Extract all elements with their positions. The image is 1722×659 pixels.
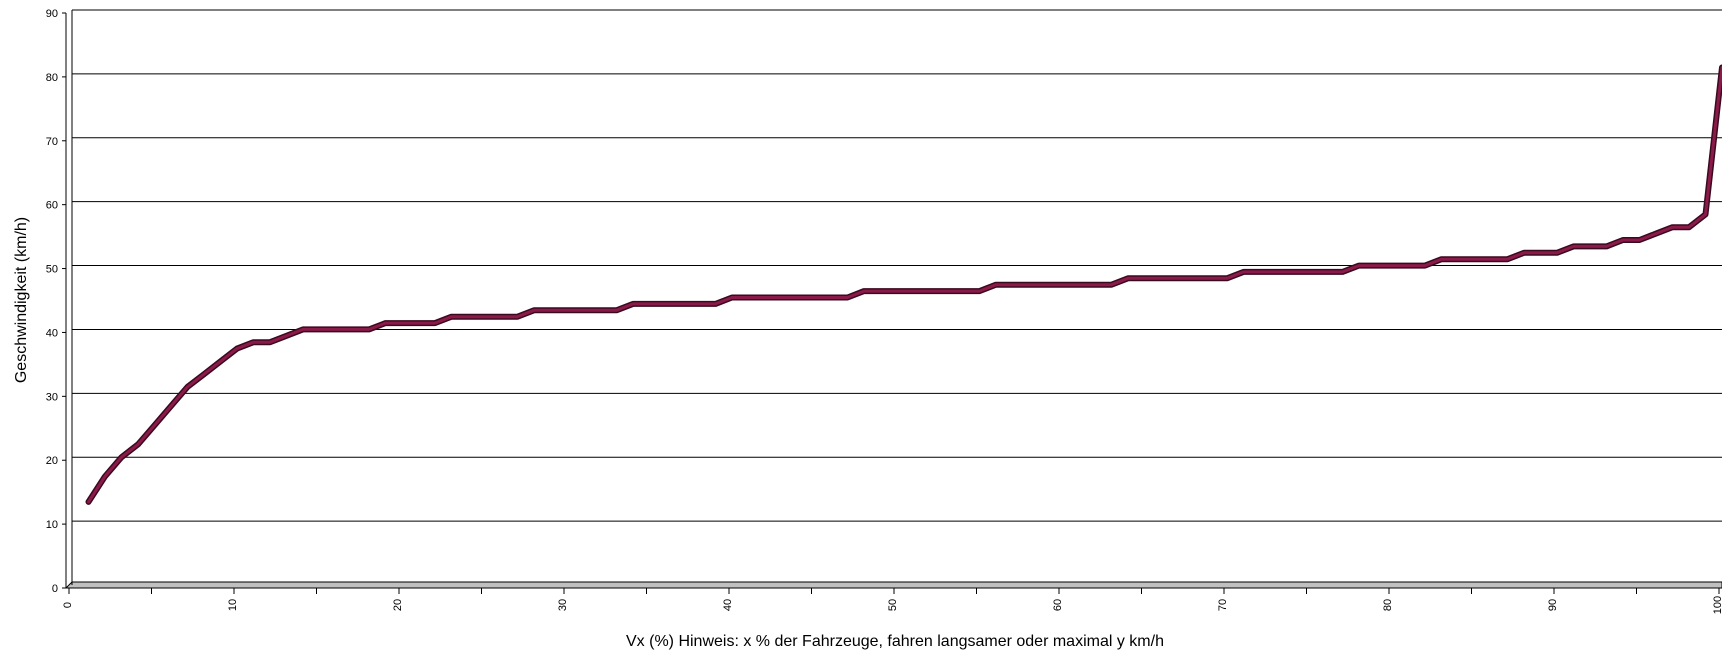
x-tick-label: 80	[1382, 599, 1394, 611]
x-tick-label: 70	[1217, 599, 1229, 611]
series-layer	[85, 64, 1722, 505]
x-tick-label: 30	[557, 599, 569, 611]
y-tick-label: 90	[46, 8, 58, 20]
y-axis-title: Geschwindigkeit (km/h)	[13, 217, 30, 383]
x-tick-label: 20	[392, 599, 404, 611]
x-axis-ticks: 0 10 20 30 40 50 60 70 80 90 100	[62, 588, 1722, 614]
y-tick-label: 70	[46, 136, 58, 148]
y-tick-label: 40	[46, 327, 58, 339]
axis-floor	[64, 581, 1722, 589]
x-tick-label: 90	[1547, 599, 1559, 611]
y-tick-label: 0	[52, 583, 58, 595]
x-tick-label: 100	[1712, 596, 1722, 614]
series-line-shadow	[85, 64, 1722, 505]
y-tick-label: 50	[46, 264, 58, 276]
y-tick-label: 10	[46, 519, 58, 531]
x-tick-label: 40	[722, 599, 734, 611]
series-line	[87, 66, 1722, 504]
gridlines	[72, 9, 1722, 522]
x-tick-label: 60	[1052, 599, 1064, 611]
y-tick-label: 20	[46, 455, 58, 467]
x-tick-label: 0	[62, 602, 74, 608]
y-tick-label: 80	[46, 72, 58, 84]
axes	[64, 10, 1722, 589]
x-tick-label: 10	[227, 599, 239, 611]
y-tick-label: 60	[46, 200, 58, 212]
y-tick-label: 30	[46, 391, 58, 403]
x-tick-label: 50	[887, 599, 899, 611]
y-axis-ticks: 0 10 20 30 40 50 60 70 80 90	[46, 8, 66, 595]
x-axis-title: Vx (%) Hinweis: x % der Fahrzeuge, fahre…	[626, 633, 1164, 650]
